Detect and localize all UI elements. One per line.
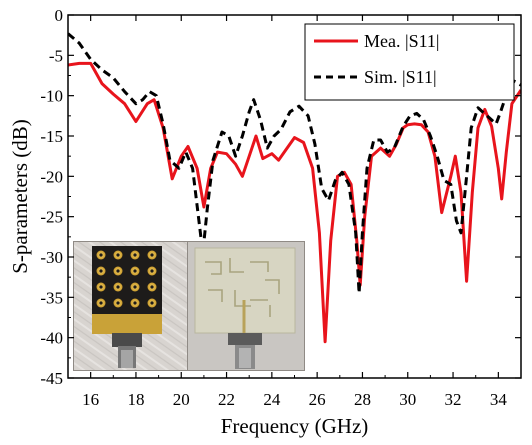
legend-label-measured: Mea. |S11| — [364, 31, 440, 51]
y-tick-label: -35 — [40, 288, 63, 307]
patch-element-slot — [133, 301, 137, 305]
y-tick-label: -20 — [40, 167, 63, 186]
patch-element-slot — [99, 301, 103, 305]
patch-element-slot — [116, 269, 120, 273]
y-tick-label: -45 — [40, 369, 63, 388]
y-tick-label: -25 — [40, 208, 63, 227]
patch-element-slot — [150, 285, 154, 289]
patch-element-slot — [150, 253, 154, 257]
x-tick-label: 18 — [127, 390, 144, 409]
y-tick-label: -5 — [49, 46, 63, 65]
x-tick-label: 28 — [354, 390, 371, 409]
legend-label-simulated: Sim. |S11| — [364, 67, 437, 87]
y-tick-label: -10 — [40, 87, 63, 106]
antenna-back-view-photo — [188, 242, 304, 370]
x-tick-label: 20 — [173, 390, 190, 409]
patch-element-slot — [99, 285, 103, 289]
x-tick-label: 30 — [399, 390, 416, 409]
patch-element-slot — [150, 301, 154, 305]
x-axis-title: Frequency (GHz) — [221, 414, 369, 438]
x-tick-label: 34 — [490, 390, 508, 409]
antenna-front-view-photo — [74, 242, 187, 370]
y-tick-label: -40 — [40, 329, 63, 348]
y-axis: 0 -5 -10 -15 -20 -25 -30 -35 -40 -45 — [40, 6, 521, 388]
antenna-prototype-photo — [73, 241, 305, 371]
patch-element-slot — [133, 285, 137, 289]
y-tick-label: -15 — [40, 127, 63, 146]
legend: Mea. |S11| Sim. |S11| — [304, 23, 515, 101]
x-axis: 16 18 20 22 24 26 28 30 32 34 — [67, 15, 522, 409]
patch-element-slot — [150, 269, 154, 273]
patch-element-slot — [116, 285, 120, 289]
x-tick-label: 24 — [263, 390, 281, 409]
measured-s11-line — [68, 61, 521, 344]
patch-element-slot — [116, 301, 120, 305]
patch-element-slot — [99, 269, 103, 273]
patch-element-slot — [116, 253, 120, 257]
x-tick-label: 26 — [309, 390, 326, 409]
x-tick-label: 32 — [445, 390, 462, 409]
simulated-s11-line — [68, 32, 521, 295]
y-tick-label: 0 — [55, 6, 64, 25]
x-tick-label: 16 — [82, 390, 99, 409]
plot-area — [68, 32, 521, 344]
patch-element-slot — [133, 269, 137, 273]
x-tick-label: 22 — [218, 390, 235, 409]
y-tick-label: -30 — [40, 248, 63, 267]
patch-element-slot — [133, 253, 137, 257]
patch-element-slot — [99, 253, 103, 257]
y-axis-title: S-parameters (dB) — [8, 119, 32, 274]
